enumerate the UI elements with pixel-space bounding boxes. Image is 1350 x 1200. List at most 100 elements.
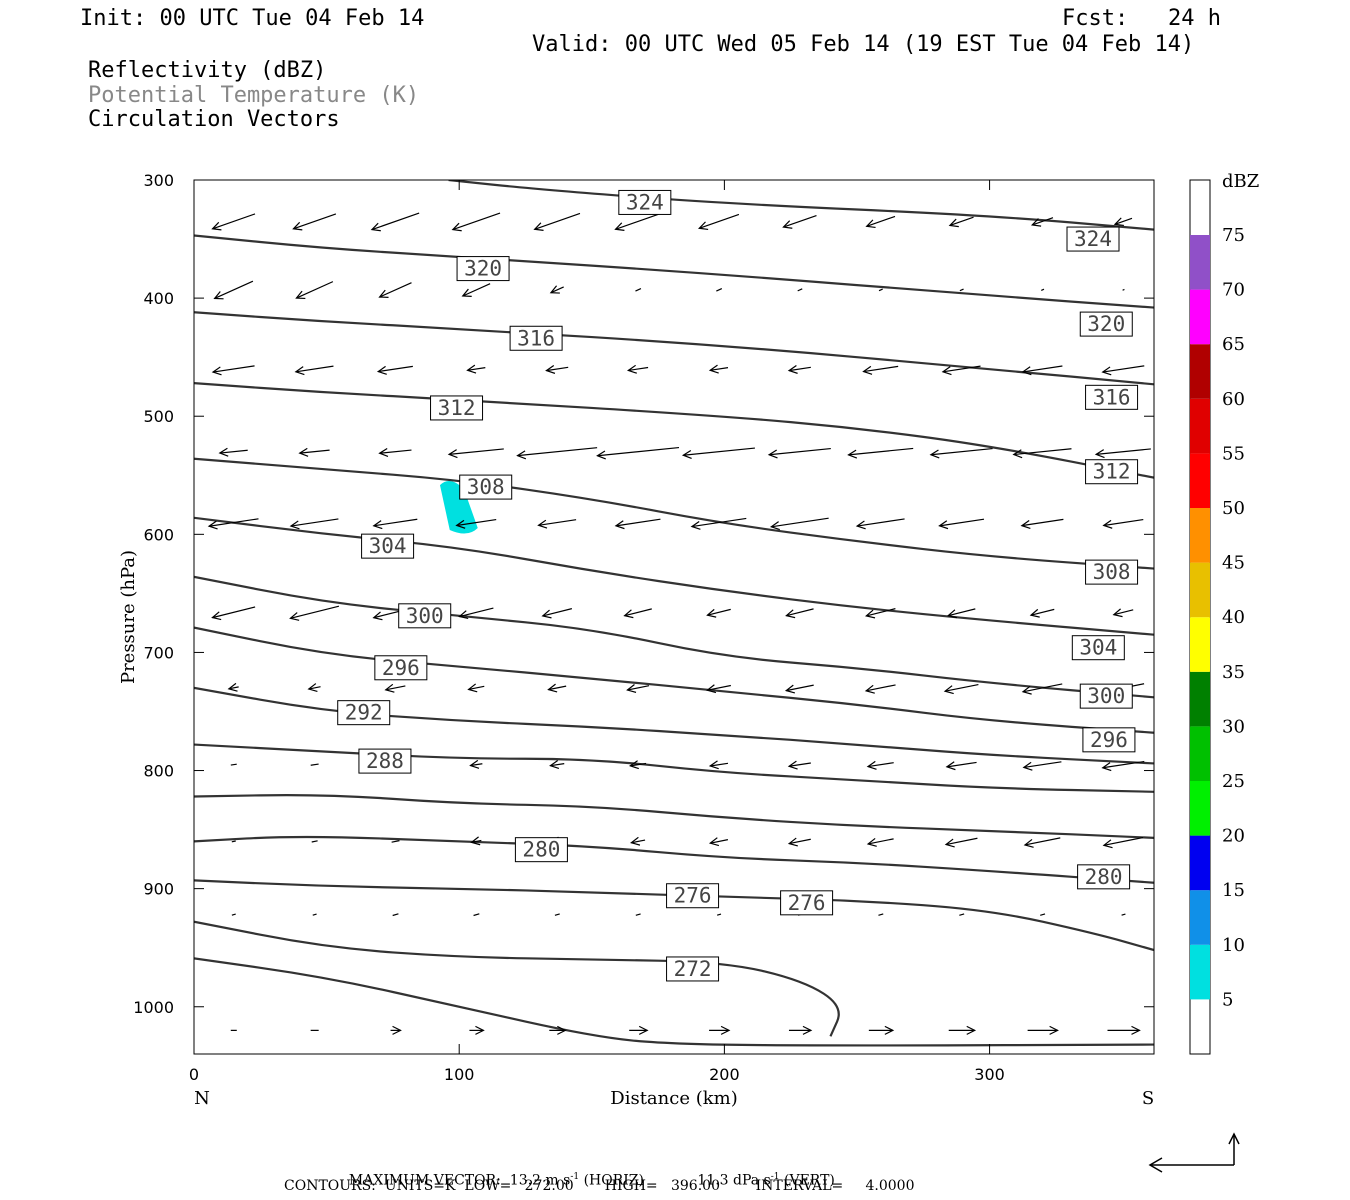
x-tick-label: 200	[709, 1065, 740, 1084]
circulation-vector	[378, 447, 412, 457]
circulation-vector	[298, 447, 330, 457]
isentrope-268	[194, 957, 1154, 1047]
reflectivity-cell	[439, 481, 478, 534]
circulation-vector	[635, 288, 642, 292]
contour-label-box	[337, 700, 391, 726]
circulation-vector	[231, 913, 236, 916]
circulation-vector	[1020, 518, 1064, 529]
reference-vector-icon	[1148, 1132, 1240, 1173]
isentrope-292	[194, 686, 1154, 765]
colorbar-label: 70	[1222, 280, 1245, 301]
contour-label-text: 276	[788, 891, 826, 915]
circulation-vector	[635, 913, 641, 916]
colorbar-label: 25	[1222, 771, 1245, 792]
circulation-vector	[865, 215, 896, 229]
contour-label-box	[361, 533, 415, 559]
circulation-vector	[227, 682, 239, 692]
circulation-vector	[1040, 913, 1046, 916]
circulation-vector	[614, 212, 662, 231]
circulation-vector	[629, 1025, 649, 1035]
circulation-vector	[1022, 761, 1062, 771]
max-vector-prefix: MAXIMUM VECTOR:	[348, 1172, 501, 1189]
circulation-vector	[295, 281, 334, 300]
isentrope-300	[194, 575, 1154, 699]
y-tick-label: 1000	[133, 998, 174, 1017]
contour-label-312: 312	[430, 395, 484, 421]
circulation-vector	[1094, 448, 1151, 459]
contour-label-box	[1079, 311, 1133, 337]
circulation-vector	[941, 365, 981, 376]
circulation-vector	[1102, 518, 1144, 529]
contour-label-box	[430, 395, 484, 421]
contour-label-box	[358, 748, 412, 774]
circulation-vector	[697, 213, 740, 231]
circulation-vector	[469, 759, 483, 769]
south-end-label: S	[1142, 1088, 1154, 1109]
isentrope-272	[194, 920, 840, 1037]
circulation-vector	[469, 1025, 485, 1035]
colorbar-swatch	[1190, 726, 1210, 781]
contour-label-box	[1085, 559, 1139, 585]
contour-label-text: 308	[1093, 560, 1131, 584]
contour-label-text: 304	[369, 534, 407, 558]
circulation-vector	[767, 447, 831, 459]
x-tick-label: 0	[189, 1065, 199, 1084]
contour-label-box	[1077, 864, 1131, 890]
circulation-vector	[1113, 217, 1133, 227]
contour-label-308: 308	[1085, 559, 1139, 585]
circulation-vector	[866, 837, 894, 847]
circulation-vector	[292, 213, 337, 231]
contour-label-text: 280	[522, 838, 560, 862]
contour-label-304: 304	[361, 533, 415, 559]
contour-label-layer: 324 324 320 320 316 316 312 312 308 308 304 304 300 3…	[337, 189, 1139, 982]
circulation-vector	[391, 840, 400, 843]
max-vector-line: MAXIMUM VECTOR: 13.2 m s-1 (HORIZ) 11.3 …	[340, 1159, 835, 1188]
circulation-vector	[533, 212, 581, 231]
circulation-vector	[787, 837, 811, 847]
circulation-vector	[549, 1025, 567, 1035]
circulation-vector	[797, 288, 803, 292]
circulation-vector	[623, 608, 652, 619]
circulation-vector	[787, 760, 811, 770]
circulation-vector	[1027, 1025, 1059, 1035]
contour-label-text: 300	[1087, 684, 1125, 708]
circulation-vector	[959, 288, 964, 292]
colorbar-swatch	[1190, 562, 1210, 618]
circulation-vector	[451, 212, 501, 232]
circulation-vector	[787, 364, 811, 374]
isentrope-324	[448, 180, 1154, 231]
colorbar-label: 60	[1222, 389, 1245, 410]
contour-label-text: 272	[674, 957, 712, 981]
colorbar-swatch	[1190, 671, 1210, 727]
circulation-vector	[628, 760, 647, 770]
contour-label-box	[456, 256, 510, 282]
contour-label-300: 300	[398, 603, 452, 629]
isentrope-296	[194, 626, 1154, 734]
circulation-vector	[630, 836, 646, 846]
colorbar-swatch	[1190, 289, 1210, 345]
circulation-vector	[549, 285, 564, 294]
colorbar-label: 15	[1222, 880, 1245, 901]
contour-label-316: 316	[1085, 384, 1139, 410]
circulation-vector	[929, 447, 993, 459]
colorbar-swatch	[1190, 890, 1210, 945]
contour-label-324: 324	[618, 189, 672, 215]
circulation-vector	[948, 1025, 977, 1035]
circulation-vector	[311, 840, 318, 843]
colorbar-label: 5	[1222, 989, 1233, 1010]
circulation-vector	[596, 446, 680, 460]
colorbar-label: 65	[1222, 334, 1245, 355]
contour-label-text: 296	[1090, 728, 1128, 752]
circulation-vector	[706, 684, 731, 694]
contour-label-box	[1071, 635, 1125, 661]
circulation-vector	[461, 283, 491, 297]
contour-label-box	[509, 325, 563, 351]
contours-info: CONTOURS: UNITS=K LOW= 272.00 HIGH= 396.…	[284, 1178, 915, 1194]
isentrope-316	[194, 311, 1154, 386]
valid-time: Valid: 00 UTC Wed 05 Feb 14 (19 EST Tue …	[532, 32, 1195, 57]
y-tick-label: 900	[143, 880, 174, 899]
colorbar-swatch	[1190, 617, 1210, 672]
contour-label-text: 300	[406, 604, 444, 628]
circulation-vector	[1107, 1025, 1141, 1035]
